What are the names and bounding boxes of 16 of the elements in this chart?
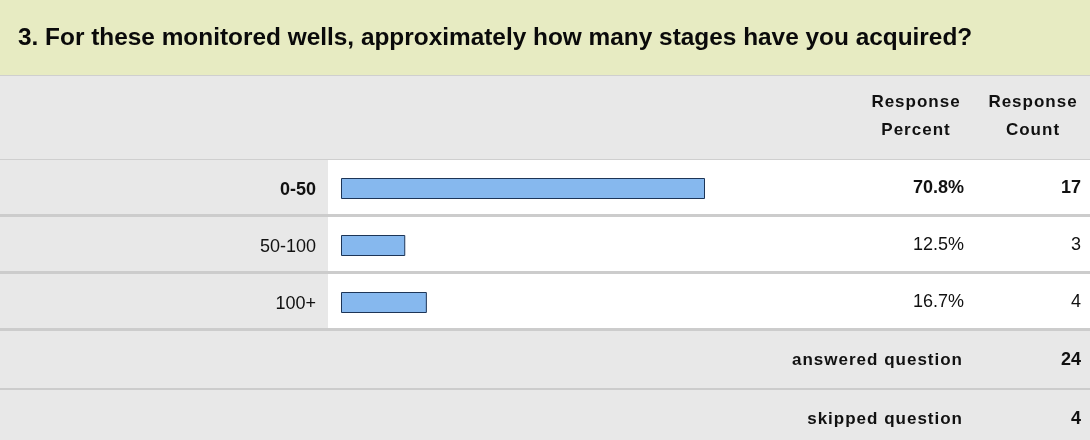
text: answered question [792,349,963,370]
data-label: 16.7% [912,290,964,312]
data-label: 12.5% [912,233,964,255]
data-label: 70.8% [912,176,964,198]
text: 4 [1070,408,1081,429]
y-tick-label: 100+ [275,292,316,313]
text: 4 [1070,290,1081,312]
chart-title: 3. For these monitored wells, approximately how many stages have you acquired? [18,23,973,51]
text: skipped question [807,408,963,429]
text: 3 [1070,233,1081,255]
text: Response Count [987,91,1079,141]
text: Response Percent [870,91,962,141]
text: 17 [1060,176,1081,198]
y-tick-label: 50-100 [259,235,316,256]
text: 24 [1060,349,1081,370]
y-tick-label: 0-50 [279,178,316,199]
